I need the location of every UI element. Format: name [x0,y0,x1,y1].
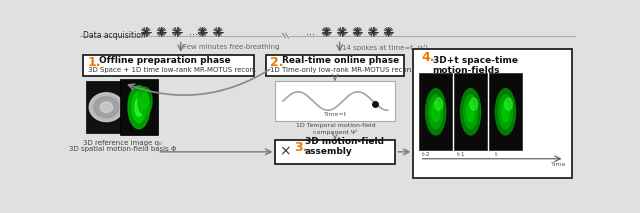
Polygon shape [435,98,443,110]
Bar [120,79,157,135]
Bar [419,73,452,150]
FancyBboxPatch shape [275,140,396,164]
Text: 3D+t space-time
motion-fields: 3D+t space-time motion-fields [433,56,518,75]
Polygon shape [138,87,152,115]
Bar [86,81,127,133]
Polygon shape [463,95,477,129]
Text: 14 spokes at time=t  (sᴵ): 14 spokes at time=t (sᴵ) [342,43,428,51]
Text: Real-time online phase: Real-time online phase [282,56,399,65]
Text: ...: ... [307,27,316,37]
Text: 3D spatial motion-field basis Φ: 3D spatial motion-field basis Φ [69,146,176,152]
Text: Offline preparation phase: Offline preparation phase [99,56,230,65]
Polygon shape [505,98,513,110]
Polygon shape [461,89,481,135]
Text: ×: × [279,145,291,159]
Polygon shape [502,102,509,122]
Text: 2.: 2. [270,56,284,69]
Polygon shape [429,95,443,129]
FancyBboxPatch shape [275,81,396,121]
Text: Time: Time [550,162,566,167]
FancyBboxPatch shape [266,55,404,76]
Polygon shape [499,95,513,129]
Text: t-1: t-1 [457,152,466,157]
Polygon shape [467,102,474,122]
Polygon shape [90,93,124,122]
Polygon shape [426,89,446,135]
Text: 3D reference image q₀: 3D reference image q₀ [83,140,162,145]
Text: 1D Time-only low-rank MR-MOTUS recon.: 1D Time-only low-rank MR-MOTUS recon. [270,67,413,73]
Polygon shape [135,98,143,117]
Text: t-2: t-2 [422,152,431,157]
Polygon shape [432,102,440,122]
Polygon shape [94,97,119,118]
Bar [489,73,522,150]
Text: Data acquisition: Data acquisition [83,31,146,40]
Polygon shape [141,93,149,109]
Polygon shape [132,92,146,122]
Text: t: t [495,152,497,157]
Polygon shape [470,98,477,110]
FancyBboxPatch shape [83,55,253,76]
Text: 3.: 3. [294,141,307,154]
Text: 1.: 1. [88,56,101,69]
Text: 4.: 4. [421,51,435,64]
Bar [454,73,487,150]
Polygon shape [128,86,150,129]
Text: 1D Temporal motion-field
component Ψᴵ: 1D Temporal motion-field component Ψᴵ [296,122,375,135]
Polygon shape [495,89,516,135]
Polygon shape [100,102,113,112]
Text: 3D Space + 1D time low-rank MR-MOTUS recon.: 3D Space + 1D time low-rank MR-MOTUS rec… [88,67,256,73]
Text: ...: ... [189,27,198,37]
Text: Time=t: Time=t [324,112,347,117]
Text: 3D motion-field
assembly: 3D motion-field assembly [305,137,384,156]
FancyBboxPatch shape [413,49,572,178]
Text: Few minutes free-breathing: Few minutes free-breathing [183,44,280,50]
